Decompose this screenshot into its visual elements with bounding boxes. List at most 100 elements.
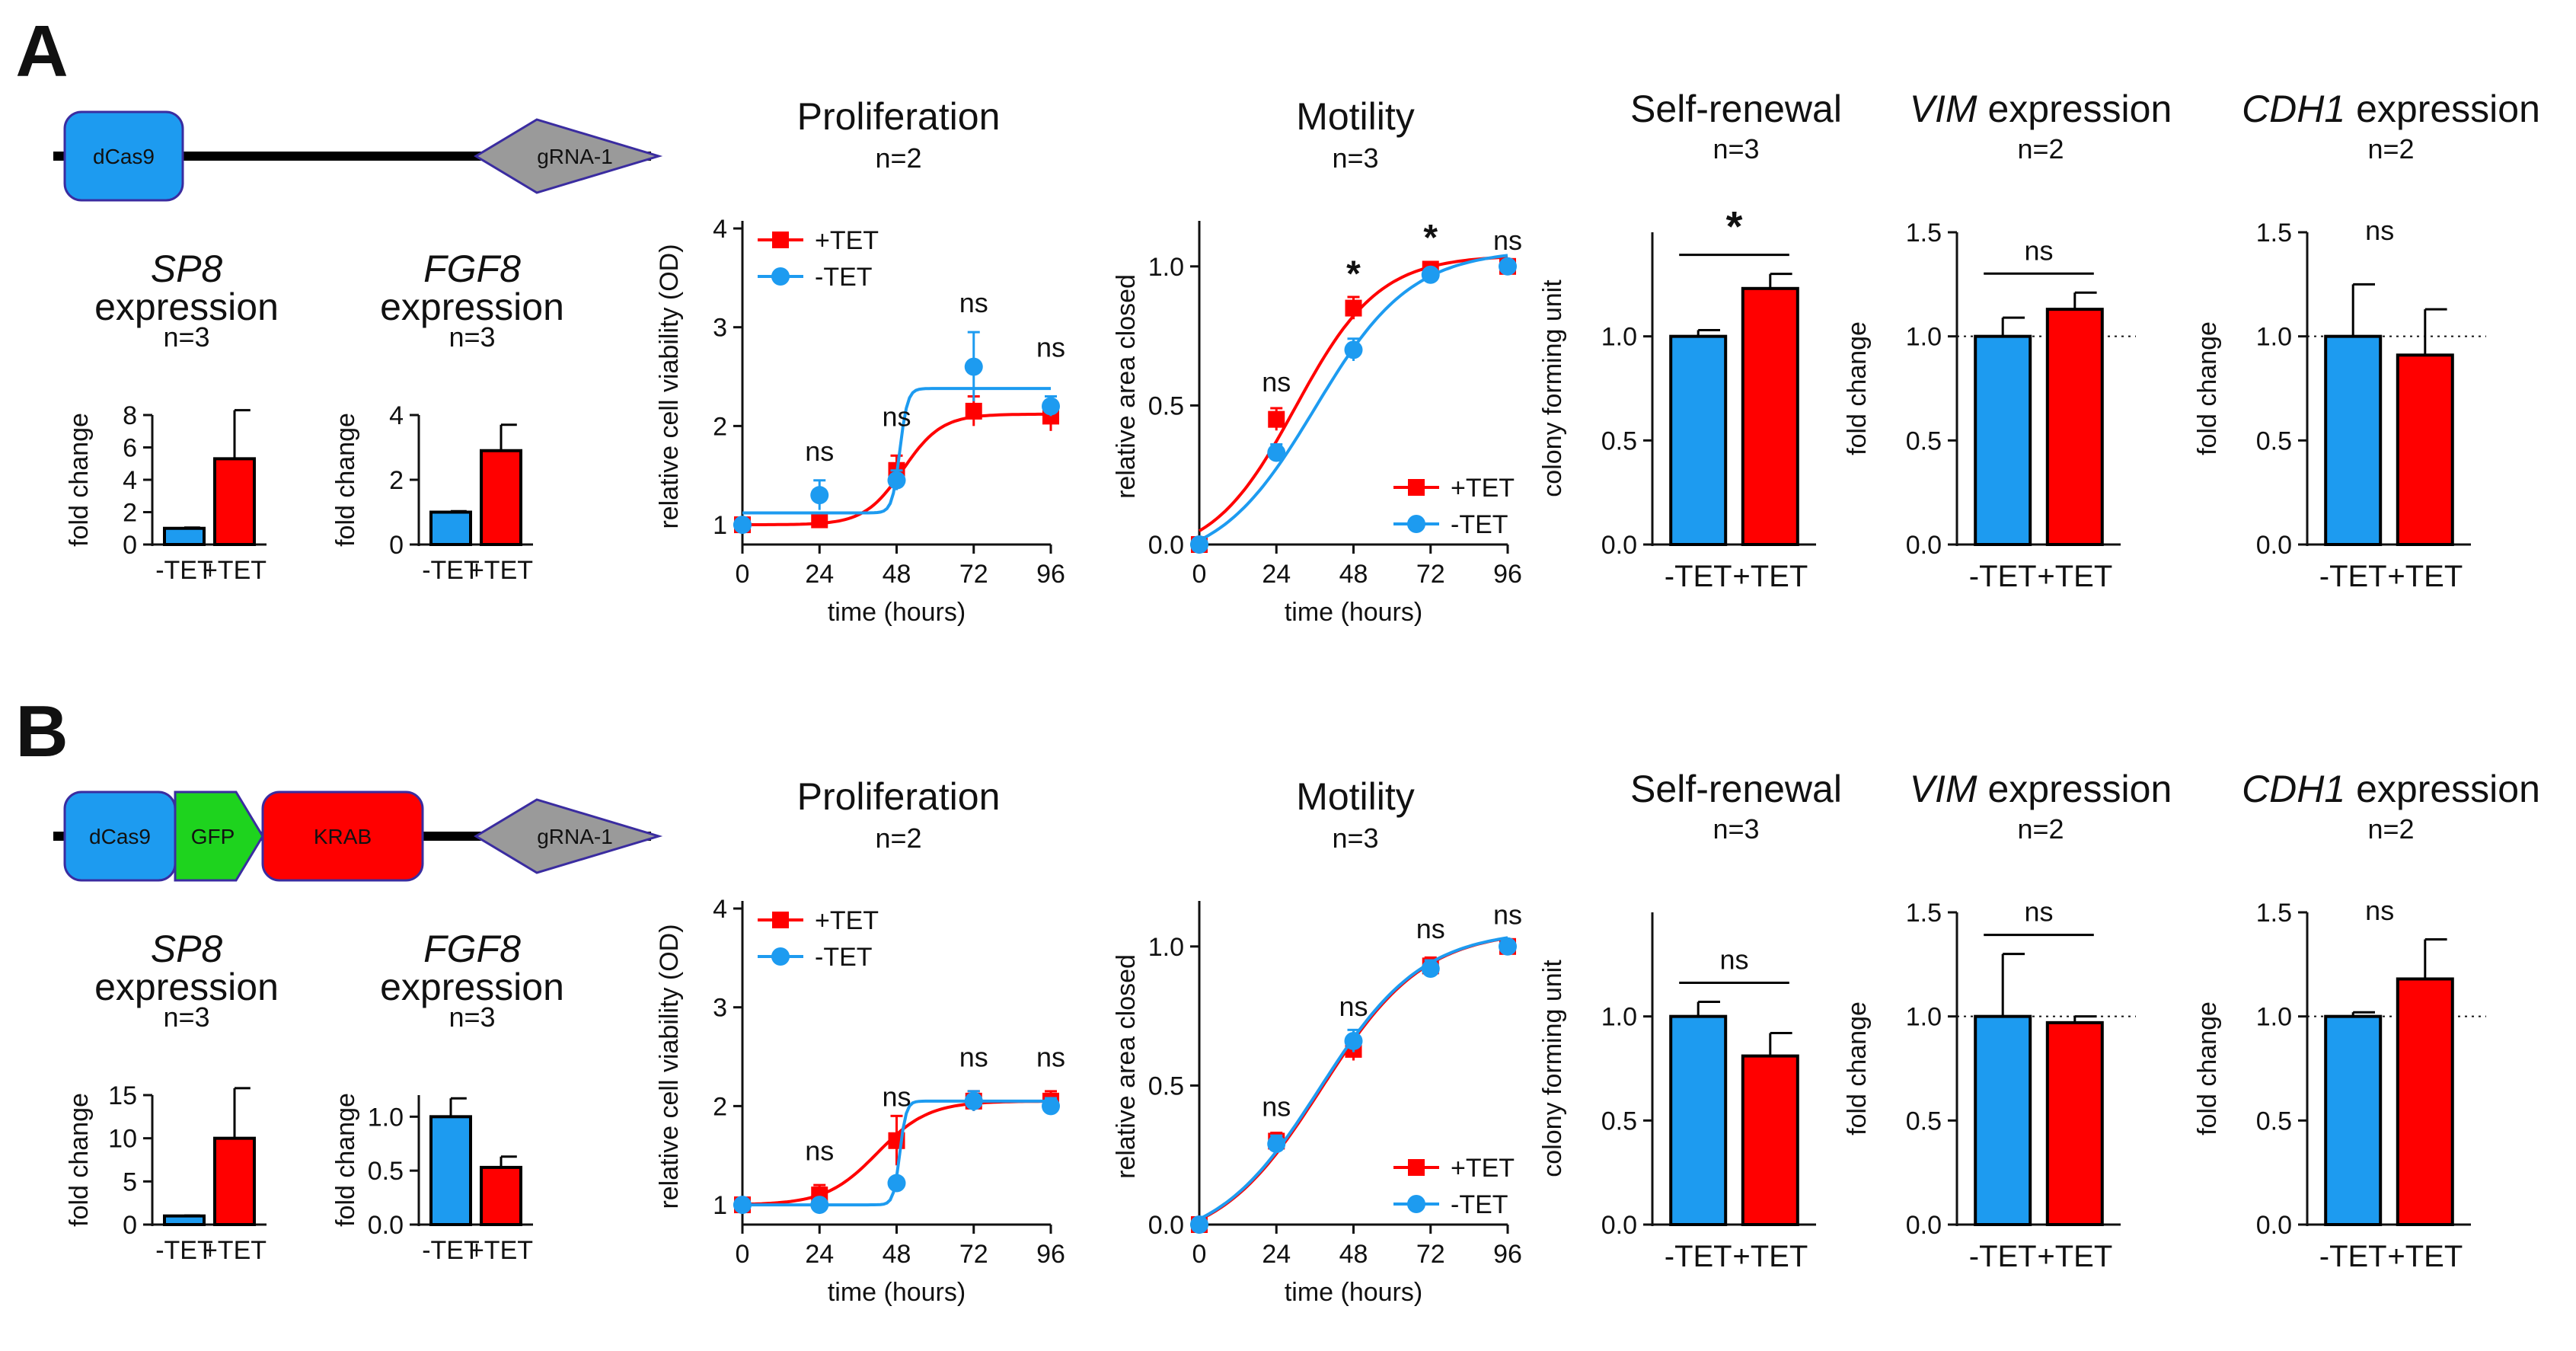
legend-label: +TET <box>815 906 879 935</box>
chart-title: Proliferation <box>797 95 1001 138</box>
x-axis-label: time (hours) <box>1285 1278 1422 1307</box>
y-tick-label: 0.5 <box>1601 426 1637 455</box>
data-point-plus-tet <box>1345 299 1362 317</box>
y-axis-label: fold change <box>2193 1001 2222 1135</box>
x-tick-label: 96 <box>1493 560 1522 589</box>
y-tick-label: 8 <box>123 401 137 430</box>
panel-letter: B <box>15 691 68 772</box>
significance-label: ns <box>1493 899 1522 931</box>
significance-label: ns <box>2365 895 2394 926</box>
y-axis-label: fold change <box>65 1093 94 1227</box>
x-tick-label: 24 <box>1262 1240 1291 1269</box>
legend-marker-minus-tet <box>1407 515 1425 533</box>
legend: +TET -TET <box>1393 474 1515 539</box>
chart-title-rest: expression <box>2345 768 2540 810</box>
chart-title: VIM expression <box>1910 88 2172 130</box>
x-tick-label: -TET <box>1665 560 1732 593</box>
significance-label: ns <box>1339 991 1368 1022</box>
x-tick-label: -TET <box>1969 560 2037 593</box>
significance-label: ns <box>959 287 988 318</box>
y-axis-label: relative area closed <box>1112 274 1141 499</box>
x-tick-label: 24 <box>805 560 834 589</box>
bar-minus-tet <box>2324 334 2383 546</box>
construct-label: gRNA-1 <box>537 145 613 168</box>
x-tick-label: -TET <box>2319 560 2387 593</box>
x-axis-label: time (hours) <box>828 1278 966 1307</box>
x-tick-label: +TET <box>1732 560 1808 593</box>
legend-marker-minus-tet <box>1407 1195 1425 1213</box>
y-tick-label: 0.0 <box>1148 1211 1184 1240</box>
y-tick-label: 1.0 <box>1906 1003 1942 1032</box>
x-tick-label: 0 <box>736 1240 750 1269</box>
significance-label: ns <box>2365 215 2394 246</box>
y-tick-label: 0.0 <box>1906 1211 1942 1240</box>
x-tick-label: 96 <box>1036 560 1065 589</box>
y-tick-label: 4 <box>389 401 404 430</box>
y-tick-label: 15 <box>108 1081 137 1110</box>
significance-label: * <box>1346 254 1361 294</box>
y-tick-label: 1.5 <box>1906 899 1942 928</box>
significance-label: ns <box>1262 366 1291 398</box>
x-tick-label: 48 <box>883 1240 911 1269</box>
significance-label: ns <box>805 436 834 467</box>
x-tick-label: 48 <box>1339 560 1368 589</box>
bar-plus-tet <box>213 457 256 546</box>
x-axis-label: time (hours) <box>1285 598 1422 627</box>
x-tick-label: 24 <box>1262 560 1291 589</box>
chart-title-gene: SP8 <box>151 248 223 290</box>
data-point-minus-tet <box>964 1091 983 1110</box>
x-tick-label: 48 <box>883 560 911 589</box>
y-tick-label: 0 <box>123 1211 137 1240</box>
bar-plus-tet <box>1741 286 1799 546</box>
significance-label: ns <box>882 1081 911 1112</box>
y-axis-label: fold change <box>65 413 94 547</box>
chart-n: n=2 <box>875 142 921 174</box>
y-tick-label: 1.5 <box>2256 899 2292 928</box>
y-tick-label: 0.5 <box>1906 1107 1942 1135</box>
chart-n: n=2 <box>2017 813 2064 845</box>
construct-label: dCas9 <box>89 825 151 848</box>
significance-label: ns <box>1036 332 1065 363</box>
data-point-minus-tet <box>1421 265 1440 284</box>
y-tick-label: 0.0 <box>368 1211 404 1240</box>
significance-label: ns <box>1036 1042 1065 1073</box>
significance-label: ns <box>1719 944 1748 976</box>
x-tick-label: +TET <box>203 1236 267 1265</box>
x-tick-label: 48 <box>1339 1240 1368 1269</box>
data-point-minus-tet <box>810 486 829 505</box>
data-point-minus-tet <box>1190 1215 1208 1234</box>
legend-marker-plus-tet <box>772 232 789 248</box>
significance-label: ns <box>959 1042 988 1073</box>
chart-title-gene: SP8 <box>151 928 223 970</box>
significance-label: ns <box>2024 896 2053 928</box>
y-tick-label: 1.0 <box>1148 933 1184 962</box>
y-tick-label: 2 <box>713 1092 727 1121</box>
y-tick-label: 1.0 <box>1601 323 1637 352</box>
data-point-minus-tet <box>1267 443 1286 462</box>
y-axis-label: relative cell viability (OD) <box>655 924 684 1209</box>
x-tick-label: +TET <box>2387 1240 2463 1273</box>
y-tick-label: 1.0 <box>1906 323 1942 352</box>
data-point-minus-tet <box>1499 257 1517 276</box>
legend: +TET -TET <box>758 226 879 292</box>
chart-title: CDH1 expression <box>2242 768 2540 810</box>
legend: +TET -TET <box>758 906 879 972</box>
chart-n: n=3 <box>1332 822 1378 854</box>
significance-label: ns <box>882 401 911 432</box>
significance-label: ns <box>1493 225 1522 256</box>
legend-marker-minus-tet <box>771 947 790 966</box>
data-point-plus-tet <box>965 402 982 420</box>
y-tick-label: 4 <box>713 895 727 924</box>
y-tick-label: 4 <box>123 466 137 495</box>
chart-title-rest: expression <box>1977 88 2172 130</box>
line-chart-motil: Motility n=3 0.0 0.5 1.0 0 24 48 72 96 time (hours… <box>1112 95 1522 627</box>
construct-label: KRAB <box>314 825 372 848</box>
data-point-minus-tet <box>964 357 983 376</box>
legend: +TET -TET <box>1393 1154 1515 1219</box>
bar-plus-tet <box>1741 1054 1799 1226</box>
data-point-minus-tet <box>1344 1031 1363 1050</box>
y-tick-label: 0.5 <box>368 1157 404 1186</box>
